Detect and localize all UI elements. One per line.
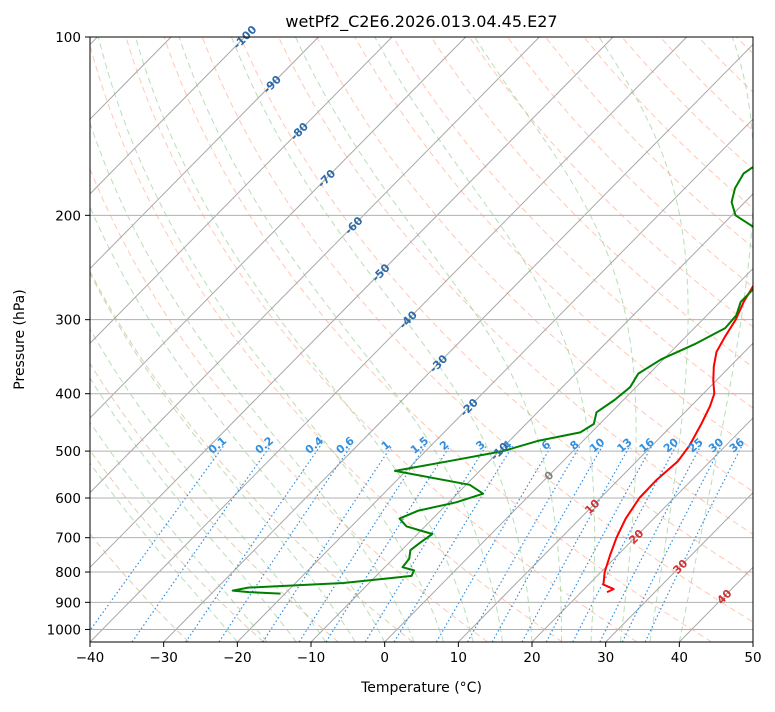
x-tick-label: −40 bbox=[76, 650, 105, 666]
dry-adiabat bbox=[277, 37, 753, 535]
mixing-ratio-line bbox=[298, 445, 426, 642]
dry-adiabat bbox=[90, 449, 264, 642]
mixing-ratio-line bbox=[435, 445, 552, 642]
pressure-grid bbox=[90, 37, 753, 630]
dry-adiabat bbox=[506, 37, 753, 288]
y-tick-label: 200 bbox=[55, 208, 81, 224]
moist-adiabat bbox=[178, 37, 503, 642]
mixing-ratio-line bbox=[325, 445, 451, 642]
x-tick-label: 0 bbox=[380, 650, 389, 666]
dry-adiabat bbox=[90, 533, 190, 642]
moist-adiabat bbox=[90, 462, 238, 642]
dry-adiabat bbox=[239, 37, 753, 579]
x-tick-label: −30 bbox=[149, 650, 178, 666]
y-tick-label: 500 bbox=[55, 444, 81, 460]
x-tick-label: 20 bbox=[523, 650, 540, 666]
y-tick-label: 1000 bbox=[47, 622, 81, 638]
mixing-ratio-line bbox=[185, 445, 321, 642]
moist-adiabat bbox=[90, 205, 386, 642]
moist-adiabat bbox=[90, 272, 356, 642]
skewed-isotherm bbox=[384, 267, 753, 642]
plot-frame bbox=[89, 36, 754, 643]
moist-adiabat bbox=[90, 377, 297, 642]
background-lines bbox=[90, 37, 753, 642]
dry-adiabat bbox=[316, 37, 753, 493]
y-tick-label: 400 bbox=[55, 387, 81, 403]
y-tick-label: 900 bbox=[55, 595, 81, 611]
mixing-ratio-line bbox=[90, 445, 225, 632]
moist-adiabat bbox=[90, 421, 268, 642]
mixing-ratio-line bbox=[218, 445, 352, 642]
chart-title: wetPf2_C2E6.2026.013.04.45.E27 bbox=[285, 12, 557, 32]
skewed-isotherm bbox=[605, 491, 753, 642]
mixing-ratio-line bbox=[131, 445, 271, 642]
mixing-ratio-line bbox=[393, 445, 514, 642]
dry-adiabat bbox=[125, 37, 638, 642]
moist-adiabat bbox=[678, 37, 753, 642]
skewed-isotherm bbox=[90, 37, 540, 494]
y-tick-label: 100 bbox=[55, 30, 81, 46]
x-tick-label: 10 bbox=[450, 650, 467, 666]
mixing-ratio-line bbox=[644, 445, 743, 642]
dewpoint-line bbox=[231, 165, 753, 595]
y-tick-label: 700 bbox=[55, 531, 81, 547]
mixing-ratio-line bbox=[262, 445, 393, 642]
skewed-isotherm bbox=[163, 43, 753, 642]
y-axis-label: Pressure (hPa) bbox=[12, 289, 28, 389]
dry-adiabat bbox=[90, 270, 414, 642]
skewed-isotherm bbox=[236, 118, 753, 642]
temperature-line bbox=[602, 284, 753, 594]
skewed-isotherm bbox=[457, 342, 753, 642]
mixing-ratio-line bbox=[491, 445, 604, 642]
x-axis-ticks: −40 −30 −20 −10 0 10 20 30 40 50 bbox=[76, 642, 762, 666]
y-tick-label: 600 bbox=[55, 491, 81, 507]
skewed-isotherm bbox=[90, 37, 319, 270]
moist-adiabat bbox=[474, 37, 637, 642]
moist-adiabat bbox=[97, 37, 445, 642]
y-tick-label: 300 bbox=[55, 313, 81, 329]
x-axis-label: Temperature (°C) bbox=[360, 680, 482, 696]
x-tick-label: −10 bbox=[297, 650, 326, 666]
skewed-isotherm bbox=[90, 37, 614, 569]
moist-adiabat bbox=[231, 37, 533, 642]
x-tick-label: −20 bbox=[223, 650, 252, 666]
dry-adiabat bbox=[392, 37, 753, 409]
y-tick-label: 800 bbox=[55, 565, 81, 581]
moist-adiabat bbox=[295, 37, 562, 642]
x-tick-label: 30 bbox=[597, 650, 614, 666]
skewed-isotherm bbox=[310, 193, 753, 642]
mixing-ratio-line bbox=[621, 445, 722, 642]
mixing-ratio-line bbox=[599, 445, 702, 642]
dry-adiabat bbox=[90, 167, 488, 642]
mixing-ratio-line bbox=[364, 445, 487, 642]
moist-adiabat bbox=[135, 37, 474, 642]
skewed-isotherm bbox=[90, 37, 688, 642]
y-axis-ticks: 100 200 300 400 500 600 700 800 900 1000 bbox=[47, 30, 90, 638]
skewed-isotherm bbox=[90, 37, 393, 344]
skewed-isotherm bbox=[90, 37, 467, 419]
mixing-ratio-line bbox=[521, 445, 631, 642]
moist-adiabat bbox=[598, 37, 689, 642]
skewed-isotherm bbox=[90, 37, 246, 195]
skewed-isotherm bbox=[531, 417, 753, 642]
x-tick-label: 50 bbox=[744, 650, 761, 666]
dry-adiabat bbox=[354, 37, 753, 451]
sounding-series bbox=[231, 165, 753, 595]
moist-adiabat bbox=[90, 328, 327, 642]
dry-adiabat bbox=[90, 362, 339, 642]
moist-adiabat bbox=[374, 37, 596, 642]
x-tick-label: 40 bbox=[671, 650, 688, 666]
